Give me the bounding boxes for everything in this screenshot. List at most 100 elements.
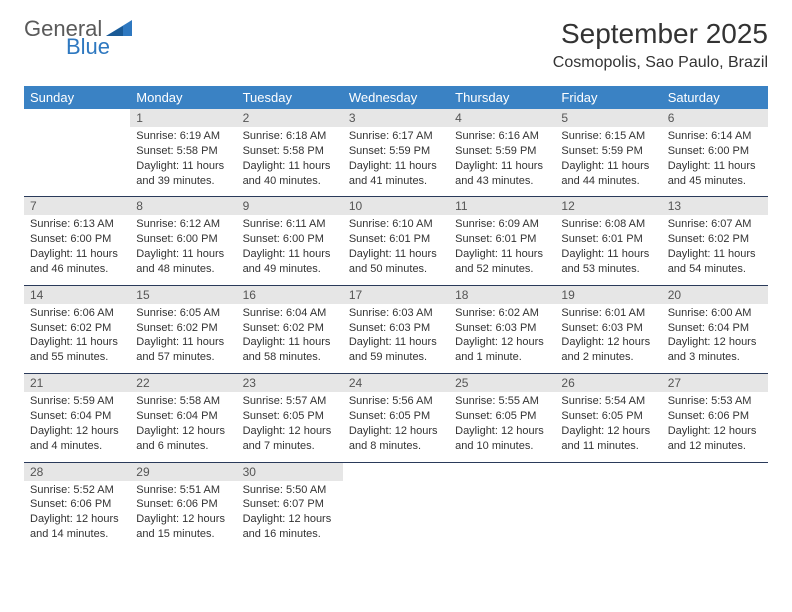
sunrise-line: Sunrise: 6:03 AM: [349, 306, 443, 321]
day-number-cell: 21: [24, 374, 130, 393]
day-number-cell: 10: [343, 197, 449, 216]
day-info-cell: Sunrise: 6:12 AMSunset: 6:00 PMDaylight:…: [130, 215, 236, 285]
day-number-cell: 23: [237, 374, 343, 393]
daylight-line: Daylight: 11 hours and 57 minutes.: [136, 335, 230, 365]
daynum-row: 14151617181920: [24, 285, 768, 304]
day-info-cell: Sunrise: 5:50 AMSunset: 6:07 PMDaylight:…: [237, 481, 343, 550]
sunrise-line: Sunrise: 6:17 AM: [349, 129, 443, 144]
day-info-cell: Sunrise: 6:18 AMSunset: 5:58 PMDaylight:…: [237, 127, 343, 197]
sunrise-line: Sunrise: 6:16 AM: [455, 129, 549, 144]
daylight-line: Daylight: 12 hours and 1 minute.: [455, 335, 549, 365]
sunset-line: Sunset: 6:05 PM: [561, 409, 655, 424]
day-info-cell: Sunrise: 6:07 AMSunset: 6:02 PMDaylight:…: [662, 215, 768, 285]
day-info-cell: Sunrise: 5:58 AMSunset: 6:04 PMDaylight:…: [130, 392, 236, 462]
day-info-cell: Sunrise: 5:55 AMSunset: 6:05 PMDaylight:…: [449, 392, 555, 462]
day-header: Saturday: [662, 86, 768, 109]
day-number-cell: 20: [662, 285, 768, 304]
sunrise-line: Sunrise: 6:01 AM: [561, 306, 655, 321]
sunrise-line: Sunrise: 6:05 AM: [136, 306, 230, 321]
dayinfo-row: Sunrise: 5:52 AM Sunset: 6:06 PMDaylight:…: [24, 481, 768, 550]
title-block: September 2025 Cosmopolis, Sao Paulo, Br…: [553, 18, 768, 78]
daylight-line: Daylight: 12 hours and 4 minutes.: [30, 424, 124, 454]
sunset-line: Sunset: 6:03 PM: [455, 321, 549, 336]
sunset-line: Sunset: 6:04 PM: [30, 409, 124, 424]
day-info-cell: Sunrise: 6:02 AMSunset: 6:03 PMDaylight:…: [449, 304, 555, 374]
day-info-cell: Sunrise: 6:01 AMSunset: 6:03 PMDaylight:…: [555, 304, 661, 374]
sunrise-line: Sunrise: 5:55 AM: [455, 394, 549, 409]
day-number-cell: 18: [449, 285, 555, 304]
sunset-line: Sunset: 5:59 PM: [561, 144, 655, 159]
daylight-line: Daylight: 11 hours and 44 minutes.: [561, 159, 655, 189]
sunset-line: Sunset: 6:06 PM: [668, 409, 762, 424]
daylight-line: Daylight: 11 hours and 59 minutes.: [349, 335, 443, 365]
daylight-line: Daylight: 12 hours and 3 minutes.: [668, 335, 762, 365]
daylight-line: Daylight: 11 hours and 48 minutes.: [136, 247, 230, 277]
day-info-cell: [343, 481, 449, 550]
day-info-cell: Sunrise: 5:51 AMSunset: 6:06 PMDaylight:…: [130, 481, 236, 550]
daylight-line: Daylight: 11 hours and 50 minutes.: [349, 247, 443, 277]
logo-word2: Blue: [66, 36, 110, 58]
location: Cosmopolis, Sao Paulo, Brazil: [553, 54, 768, 72]
sunrise-line: Sunrise: 6:13 AM: [30, 217, 124, 232]
sunrise-line: Sunrise: 6:11 AM: [243, 217, 337, 232]
daylight-line: Daylight: 11 hours and 55 minutes.: [30, 335, 124, 365]
sunrise-line: Sunrise: 5:54 AM: [561, 394, 655, 409]
sunset-line: Sunset: 5:58 PM: [136, 144, 230, 159]
day-info-cell: Sunrise: 5:52 AMSunset: 6:06 PMDaylight:…: [24, 481, 130, 550]
sunrise-line: Sunrise: 5:52 AM: [30, 483, 124, 498]
sunrise-line: Sunrise: 5:57 AM: [243, 394, 337, 409]
day-info-cell: Sunrise: 6:03 AMSunset: 6:03 PMDaylight:…: [343, 304, 449, 374]
day-info-cell: Sunrise: 6:05 AMSunset: 6:02 PMDaylight:…: [130, 304, 236, 374]
day-number-cell: 9: [237, 197, 343, 216]
daynum-row: 78910111213: [24, 197, 768, 216]
day-info-cell: [662, 481, 768, 550]
daylight-line: Daylight: 11 hours and 45 minutes.: [668, 159, 762, 189]
sunrise-line: Sunrise: 6:07 AM: [668, 217, 762, 232]
sunset-line: Sunset: 5:58 PM: [243, 144, 337, 159]
day-number-cell: [343, 462, 449, 481]
day-info-cell: Sunrise: 6:19 AMSunset: 5:58 PMDaylight:…: [130, 127, 236, 197]
day-number-cell: 7: [24, 197, 130, 216]
sunset-line: Sunset: 6:06 PM: [136, 497, 230, 512]
daylight-line: Daylight: 11 hours and 54 minutes.: [668, 247, 762, 277]
sunrise-line: Sunrise: 6:14 AM: [668, 129, 762, 144]
day-info-cell: Sunrise: 5:54 AMSunset: 6:05 PMDaylight:…: [555, 392, 661, 462]
sunrise-line: Sunrise: 6:15 AM: [561, 129, 655, 144]
sunset-line: Sunset: 6:00 PM: [668, 144, 762, 159]
day-number-cell: 12: [555, 197, 661, 216]
day-number-cell: 27: [662, 374, 768, 393]
daylight-line: Daylight: 12 hours and 12 minutes.: [668, 424, 762, 454]
daylight-line: Daylight: 11 hours and 52 minutes.: [455, 247, 549, 277]
sunset-line: Sunset: 5:59 PM: [349, 144, 443, 159]
day-info-cell: Sunrise: 6:14 AMSunset: 6:00 PMDaylight:…: [662, 127, 768, 197]
daylight-line: Daylight: 11 hours and 43 minutes.: [455, 159, 549, 189]
daylight-line: Daylight: 12 hours and 10 minutes.: [455, 424, 549, 454]
day-info-cell: Sunrise: 6:00 AMSunset: 6:04 PMDaylight:…: [662, 304, 768, 374]
sunrise-line: Sunrise: 5:59 AM: [30, 394, 124, 409]
day-info-cell: Sunrise: 5:56 AMSunset: 6:05 PMDaylight:…: [343, 392, 449, 462]
daylight-line: Daylight: 12 hours and 11 minutes.: [561, 424, 655, 454]
day-info-cell: Sunrise: 6:04 AMSunset: 6:02 PMDaylight:…: [237, 304, 343, 374]
daynum-row: 123456: [24, 109, 768, 127]
daylight-line: Daylight: 12 hours and 15 minutes.: [136, 512, 230, 542]
sunset-line: Sunset: 6:05 PM: [243, 409, 337, 424]
sunset-line: Sunset: 6:04 PM: [668, 321, 762, 336]
daynum-row: 282930: [24, 462, 768, 481]
day-number-cell: 14: [24, 285, 130, 304]
daylight-line: Daylight: 11 hours and 39 minutes.: [136, 159, 230, 189]
sunset-line: Sunset: 6:05 PM: [455, 409, 549, 424]
day-number-cell: 15: [130, 285, 236, 304]
sunrise-line: Sunrise: 6:08 AM: [561, 217, 655, 232]
day-number-cell: 13: [662, 197, 768, 216]
day-number-cell: 19: [555, 285, 661, 304]
logo-triangle-icon: [106, 18, 132, 40]
day-info-cell: [449, 481, 555, 550]
sunset-line: Sunset: 5:59 PM: [455, 144, 549, 159]
sunset-line: Sunset: 6:03 PM: [349, 321, 443, 336]
day-header-row: SundayMondayTuesdayWednesdayThursdayFrid…: [24, 86, 768, 109]
daylight-line: Daylight: 12 hours and 7 minutes.: [243, 424, 337, 454]
day-info-cell: Sunrise: 6:11 AMSunset: 6:00 PMDaylight:…: [237, 215, 343, 285]
sunset-line: Sunset: 6:02 PM: [30, 321, 124, 336]
day-number-cell: 17: [343, 285, 449, 304]
daylight-line: Daylight: 11 hours and 40 minutes.: [243, 159, 337, 189]
